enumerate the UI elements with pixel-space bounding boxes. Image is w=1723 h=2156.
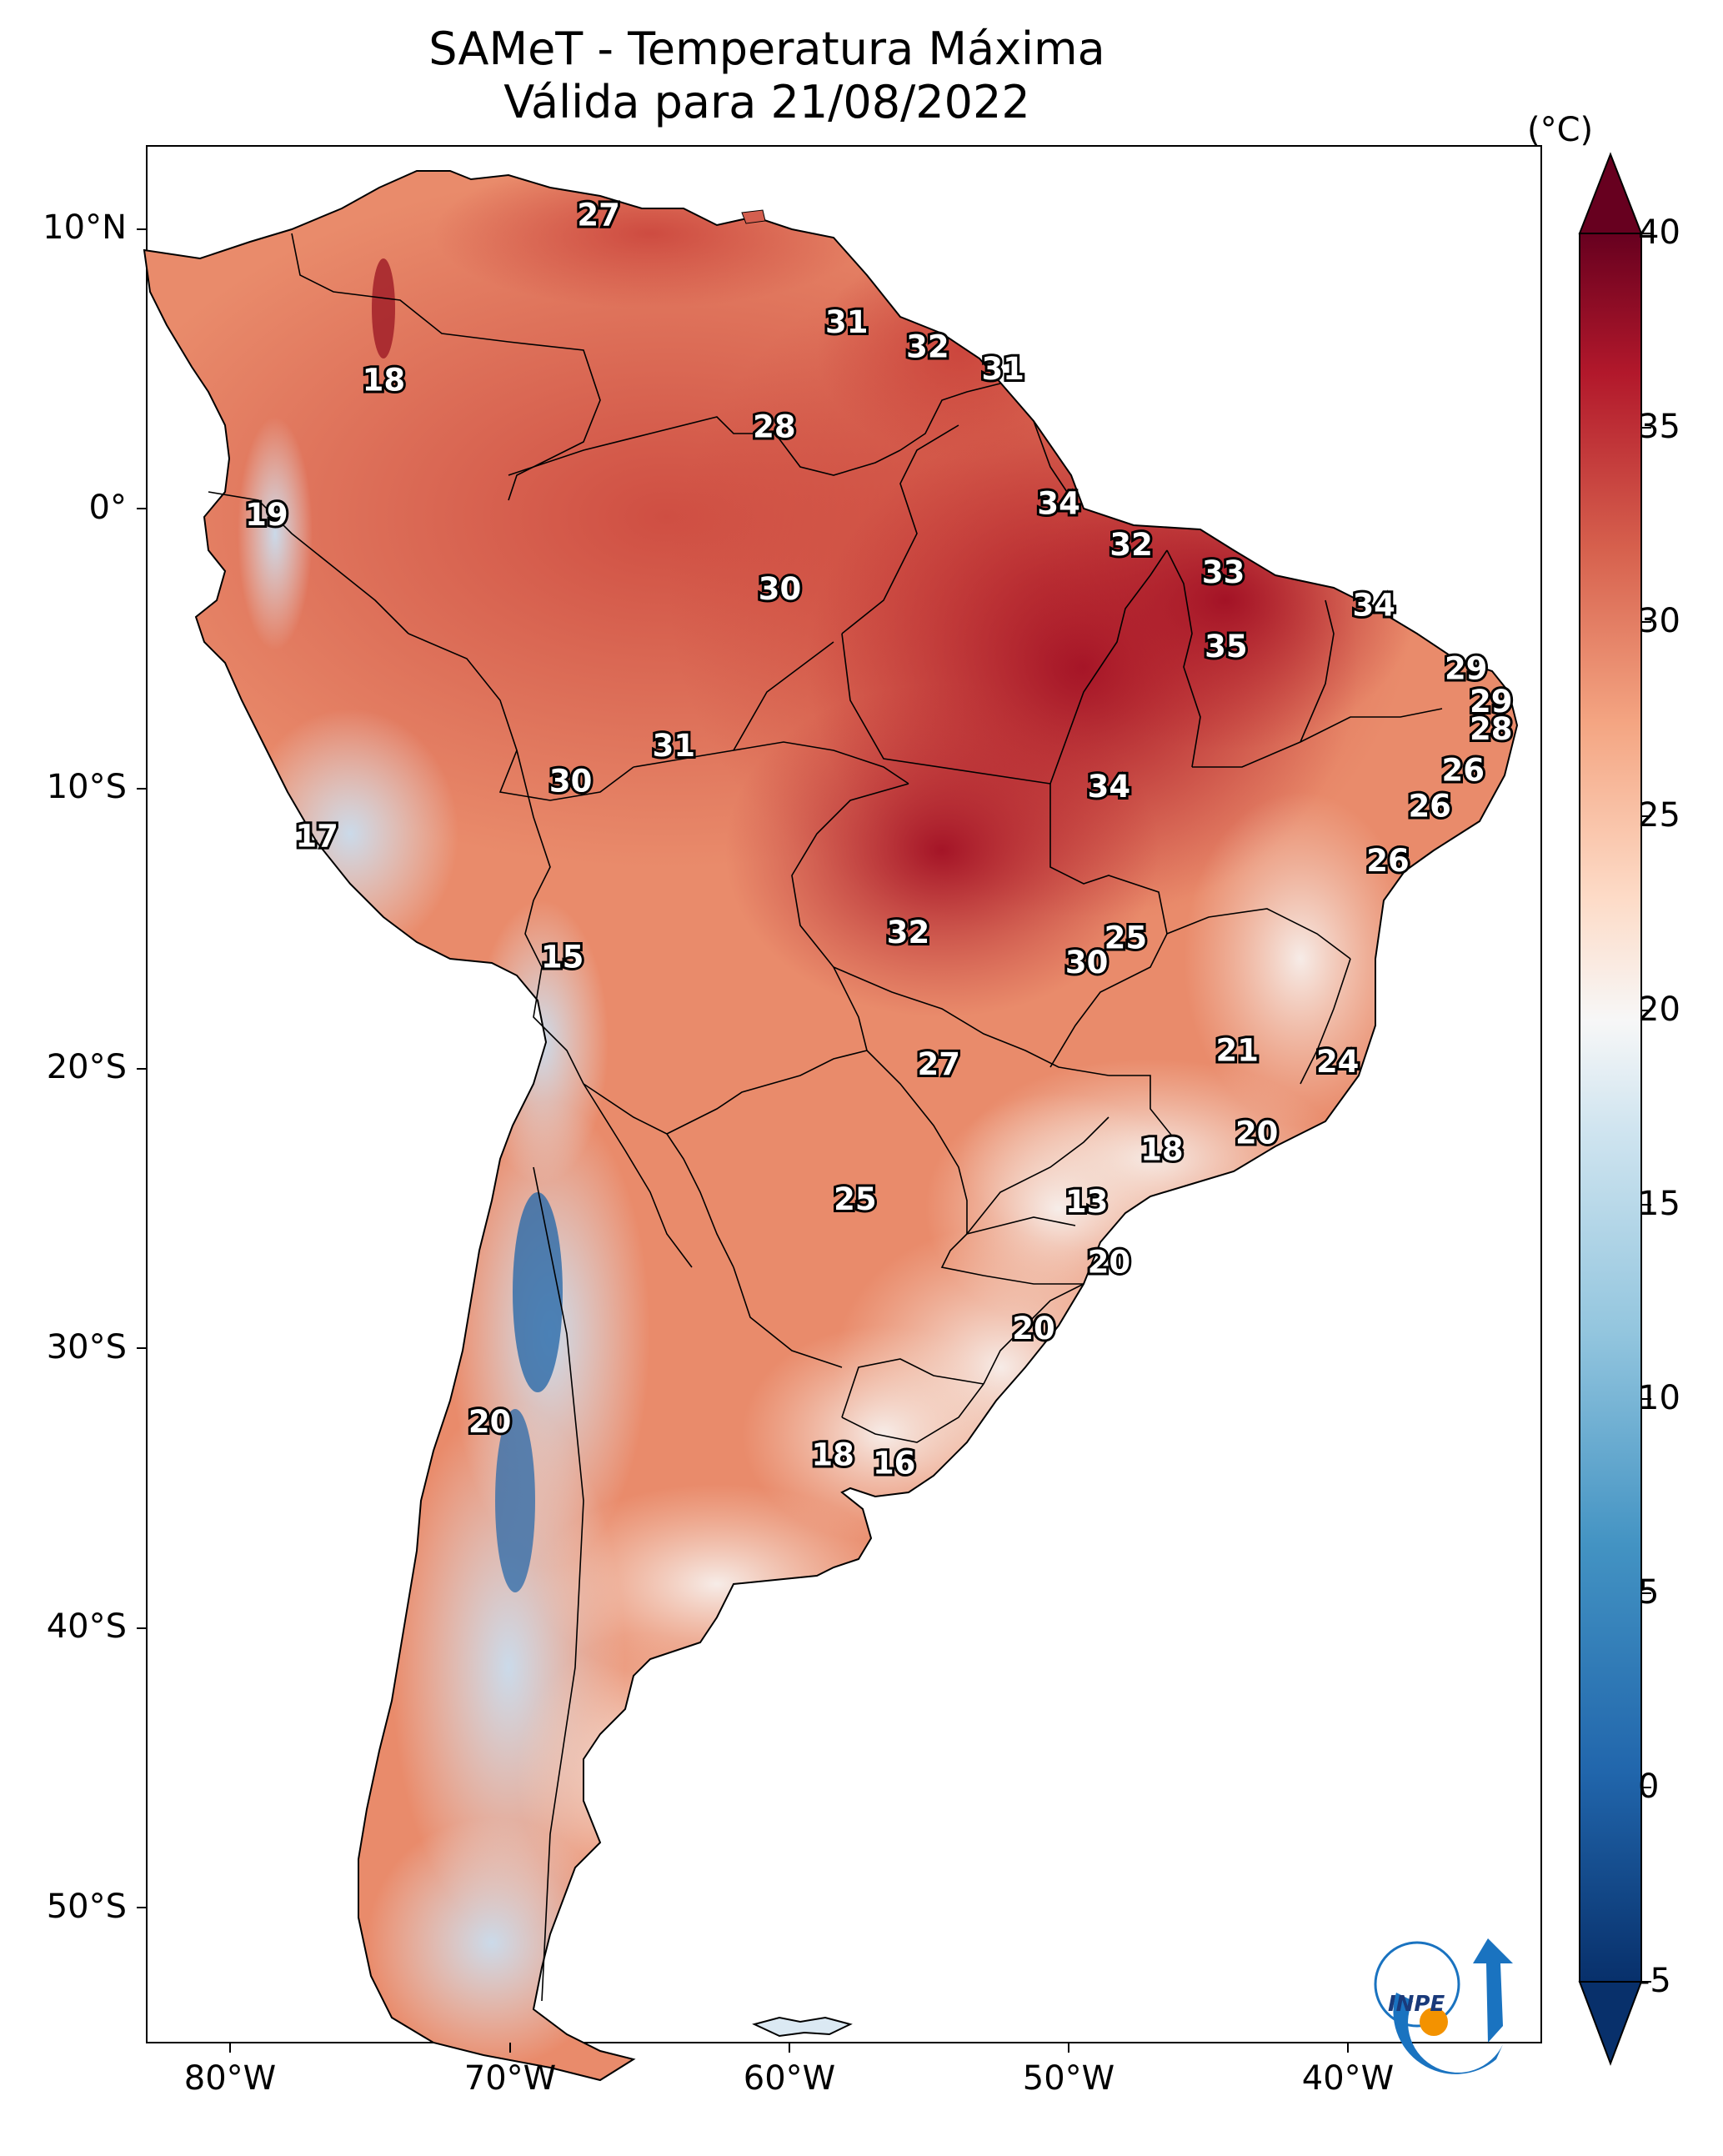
temperature-label: 25 (1104, 920, 1148, 956)
temperature-label: 19 (245, 497, 288, 533)
inpe-logo: INPE (1374, 1938, 1513, 2074)
temperature-label: 21 (1216, 1033, 1260, 1069)
colorbar-tick-label: -5 (1638, 1962, 1671, 2000)
temperature-label: 16 (873, 1445, 916, 1481)
logo-sun-icon (1420, 2008, 1448, 2036)
temperature-label: 25 (834, 1181, 877, 1217)
temperature-label: 29 (1445, 650, 1488, 686)
lat-label-20s: 20°S (46, 1048, 127, 1086)
temperature-label: 32 (1109, 527, 1153, 563)
colorbar-top-arrow (1578, 152, 1643, 234)
temperature-label: 35 (1205, 629, 1248, 664)
lat-label-40s: 40°S (46, 1607, 127, 1646)
temperature-label: 31 (653, 728, 696, 764)
lat-label-0: 0° (88, 489, 127, 527)
logo-arc-icon (1393, 1993, 1503, 2074)
colorbar-tick-label: 20 (1638, 990, 1680, 1029)
temperature-label: 20 (1012, 1311, 1055, 1346)
colorbar-tick-label: 30 (1638, 602, 1680, 640)
temperature-label: 26 (1366, 843, 1410, 879)
colorbar-tick-label: 0 (1638, 1767, 1660, 1806)
lat-label-10n: 10°N (43, 208, 127, 247)
temperature-label: 28 (1470, 711, 1513, 747)
temperature-label: 20 (1088, 1245, 1131, 1281)
colorbar (1578, 152, 1651, 2066)
temperature-label: 30 (549, 764, 593, 800)
temperature-label: 32 (906, 329, 949, 365)
temperature-label: 17 (295, 819, 338, 855)
temperature-label: 27 (918, 1046, 961, 1082)
colorbar-tick-label: 10 (1638, 1379, 1680, 1417)
axis-ticks (137, 228, 1349, 2053)
temperature-label: 34 (1352, 588, 1395, 624)
temperature-label: 30 (759, 571, 802, 607)
logo-orbit-icon (1374, 1941, 1460, 2028)
temperature-label: 30 (1065, 945, 1109, 980)
temperature-label: 27 (577, 197, 620, 233)
lon-label-50w: 50°W (1022, 2059, 1115, 2098)
lon-label-60w: 60°W (743, 2059, 836, 2098)
lon-label-40w: 40°W (1301, 2059, 1395, 2098)
temperature-label: 18 (811, 1436, 854, 1472)
logo-arrow-icon (1473, 1938, 1513, 2043)
temperature-label: 29 (1470, 684, 1513, 720)
temperature-label: 15 (541, 940, 584, 975)
colorbar-tick-label: 5 (1638, 1573, 1660, 1612)
colorbar-body (1579, 233, 1642, 1983)
colorbar-tick-label: 40 (1638, 213, 1680, 252)
temperature-label: 31 (981, 351, 1024, 387)
temperature-label: 33 (1202, 554, 1245, 590)
temperature-label: 34 (1037, 486, 1080, 522)
map-subtitle: Válida para 21/08/2022 (503, 76, 1030, 128)
lat-label-10s: 10°S (46, 768, 127, 806)
lat-label-50s: 50°S (46, 1888, 127, 1926)
temperature-label: 20 (1235, 1116, 1279, 1151)
temperature-label: 32 (887, 915, 930, 950)
temperature-label: 13 (1065, 1184, 1109, 1220)
temperature-label: 26 (1442, 752, 1485, 788)
temperature-label: 26 (1408, 788, 1451, 824)
temperature-label: 18 (1140, 1131, 1184, 1167)
political-borders (208, 233, 1443, 2002)
caribbean-islands (741, 209, 766, 224)
falkland-islands (752, 2016, 853, 2038)
temperature-label: 34 (1088, 769, 1131, 805)
colorbar-tick-label: 15 (1638, 1185, 1680, 1223)
logo-text: INPE (1388, 1992, 1445, 2017)
temperature-label: 31 (825, 304, 869, 340)
temperature-label: 20 (468, 1404, 512, 1440)
colorbar-tick-label: 35 (1638, 408, 1680, 446)
colorbar-bottom-arrow (1578, 1981, 1643, 2066)
temperature-label: 18 (363, 362, 406, 398)
map-title: SAMeT - Temperatura Máxima (428, 23, 1105, 75)
colorbar-unit: (°C) (1527, 111, 1594, 149)
lon-label-70w: 70°W (463, 2059, 557, 2098)
colorbar-tick-label: 25 (1638, 796, 1680, 835)
lat-label-30s: 30°S (46, 1328, 127, 1366)
temperature-label: 24 (1316, 1044, 1360, 1080)
lon-label-80w: 80°W (183, 2059, 277, 2098)
temperature-label: 28 (753, 409, 796, 444)
